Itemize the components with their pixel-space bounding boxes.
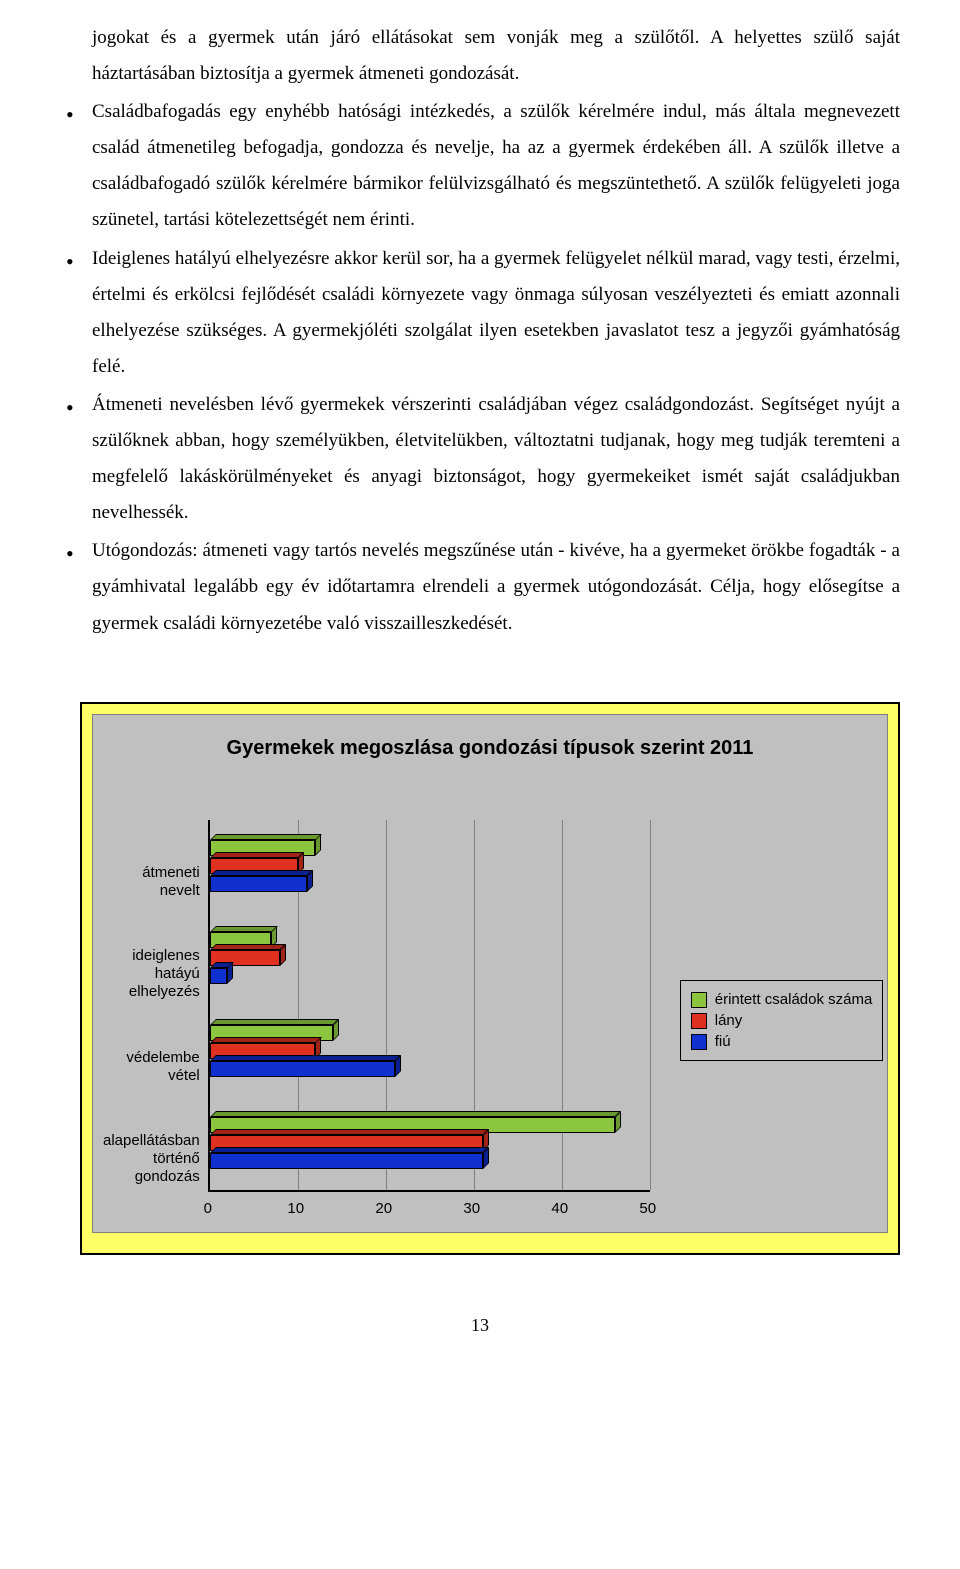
document-page: jogokat és a gyermek után járó ellátások… <box>0 0 960 1376</box>
bullet-item: Átmeneti nevelésben lévő gyermekek vérsz… <box>60 387 900 531</box>
chart-bar <box>210 1061 395 1077</box>
bullet-list: jogokat és a gyermek után járó ellátások… <box>60 20 900 642</box>
chart-bar <box>210 1153 483 1169</box>
chart-y-label: védelembe vétel <box>103 1021 200 1114</box>
chart-x-tick: 40 <box>551 1200 568 1217</box>
bullet-item: Utógondozás: átmeneti vagy tartós nevelé… <box>60 533 900 641</box>
legend-label: lány <box>715 1012 743 1029</box>
chart-bar <box>210 876 307 892</box>
chart-bar <box>210 968 228 984</box>
chart-x-tick: 20 <box>375 1200 392 1217</box>
legend-swatch-icon <box>691 1013 707 1029</box>
chart-x-tick: 50 <box>639 1200 656 1217</box>
chart-y-label: átmeneti nevelt <box>103 836 200 929</box>
chart-x-axis: 01020304050 <box>208 1192 648 1222</box>
legend-row: lány <box>691 1012 873 1029</box>
legend-row: fiú <box>691 1033 873 1050</box>
chart-x-tick: 0 <box>204 1200 212 1217</box>
bullet-item: jogokat és a gyermek után járó ellátások… <box>60 20 900 92</box>
chart-body: átmeneti neveltideiglenes hatáyú elhelye… <box>103 820 877 1222</box>
chart-y-labels: átmeneti neveltideiglenes hatáyú elhelye… <box>103 836 208 1206</box>
chart-frame-inner: Gyermekek megoszlása gondozási típusok s… <box>92 714 888 1233</box>
chart-y-label: ideiglenes hatáyú elhelyezés <box>103 928 200 1021</box>
chart-y-label: alapellátásban történő gondozás <box>103 1113 200 1206</box>
legend-label: fiú <box>715 1033 731 1050</box>
legend-label: érintett családok száma <box>715 991 873 1008</box>
page-number: 13 <box>60 1315 900 1336</box>
chart-plot-wrap: 01020304050 <box>208 820 650 1222</box>
chart-x-tick: 30 <box>463 1200 480 1217</box>
bullet-item: Családbafogadás egy enyhébb hatósági int… <box>60 94 900 238</box>
legend-swatch-icon <box>691 1034 707 1050</box>
chart-legend: érintett családok száma lány fiú <box>680 980 884 1061</box>
chart-x-tick: 10 <box>287 1200 304 1217</box>
chart-frame-outer: Gyermekek megoszlása gondozási típusok s… <box>80 702 900 1255</box>
legend-swatch-icon <box>691 992 707 1008</box>
bullet-item: Ideiglenes hatályú elhelyezésre akkor ke… <box>60 241 900 385</box>
chart-title: Gyermekek megoszlása gondozási típusok s… <box>103 737 877 760</box>
legend-row: érintett családok száma <box>691 991 873 1008</box>
chart-plot <box>208 820 650 1192</box>
